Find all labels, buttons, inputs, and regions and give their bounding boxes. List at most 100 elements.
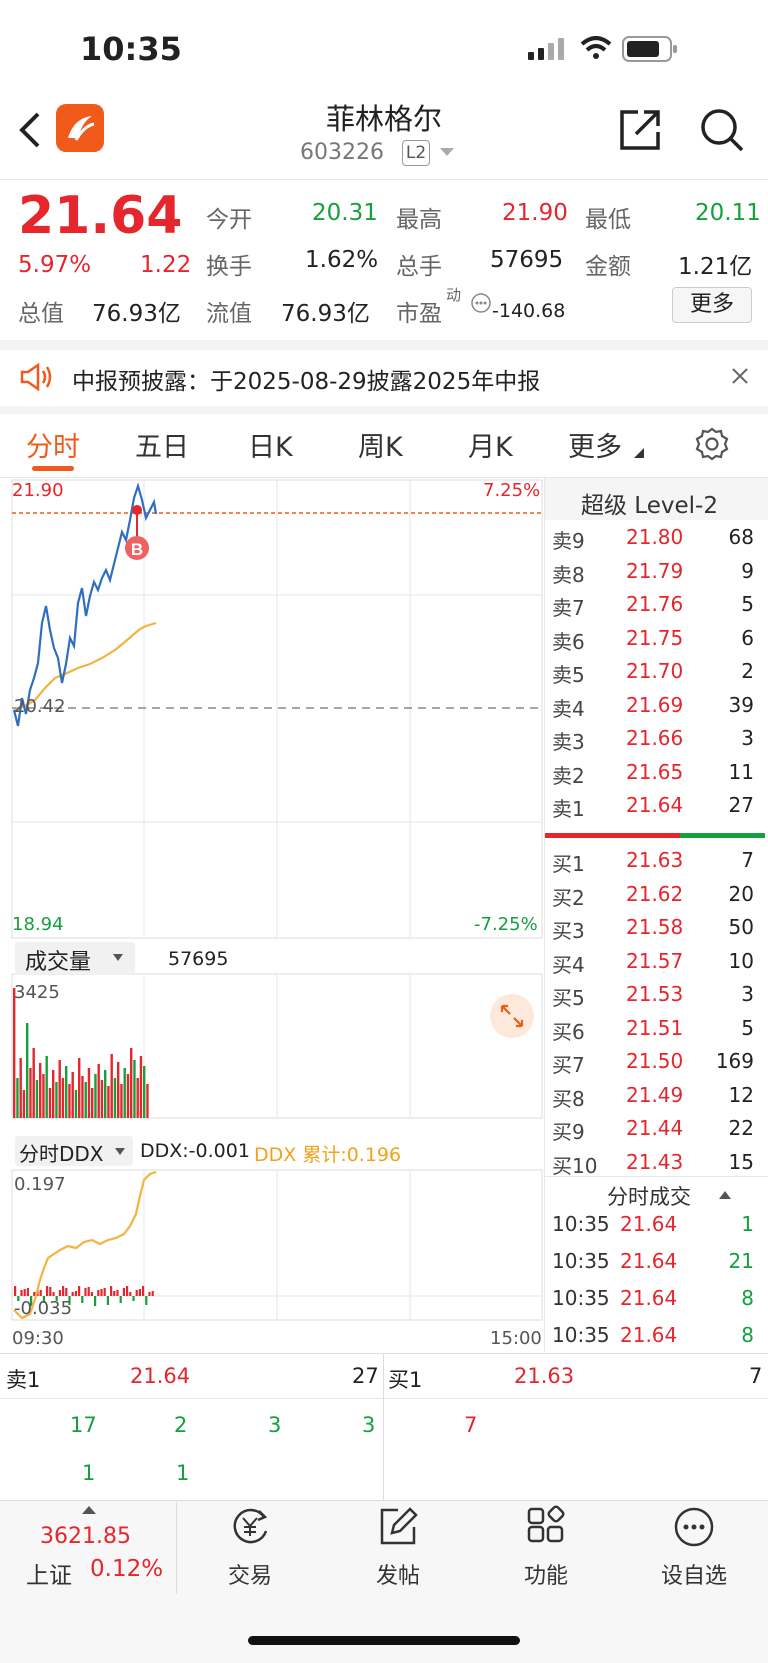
ask-row[interactable]: 卖7 21.76 5: [550, 588, 760, 621]
tab-monthly[interactable]: 月K: [468, 432, 513, 463]
bid-row[interactable]: 买10 21.43 15: [550, 1146, 760, 1179]
volume-bars: [13, 988, 149, 1118]
tick-volume: 21: [728, 1249, 754, 1273]
battery-icon: [622, 36, 677, 62]
ask-price: 21.64: [626, 793, 684, 817]
ask-row[interactable]: 卖6 21.75 6: [550, 622, 760, 655]
nav-trade[interactable]: 交易: [227, 1564, 272, 1589]
tab-intraday[interactable]: 分时: [26, 432, 80, 463]
mktcap-value: 76.93亿: [92, 301, 181, 327]
tab-daily[interactable]: 日K: [248, 432, 293, 463]
open-value: 20.31: [312, 200, 378, 226]
ddx-selector[interactable]: 分时DDX: [15, 1136, 133, 1166]
buy-marker-icon[interactable]: [125, 536, 149, 560]
ddx-bar: [129, 1292, 132, 1296]
caret-up-icon[interactable]: [82, 1506, 96, 1514]
ask-row[interactable]: 卖2 21.65 11: [550, 756, 760, 789]
ask-price: 21.75: [626, 625, 684, 650]
queue-order: 1: [82, 1461, 96, 1485]
bid-volume: 22: [728, 1116, 754, 1140]
price-low-label: 18.94: [12, 914, 64, 935]
bid-row[interactable]: 买8 21.49 12: [550, 1079, 760, 1112]
ddx-cum-value: DDX 累计:0.196: [254, 1144, 402, 1166]
queue-order: 3: [362, 1413, 376, 1437]
bid-label: 买8: [552, 1086, 585, 1111]
bid-volume: 15: [728, 1149, 754, 1174]
bid-row[interactable]: 买1 21.63 7: [550, 844, 760, 877]
share-icon[interactable]: [618, 108, 662, 152]
expand-icon[interactable]: [490, 994, 534, 1038]
ticks-header[interactable]: 分时成交: [545, 1176, 768, 1212]
bid-row[interactable]: 买4 21.57 10: [550, 945, 760, 978]
bid-row[interactable]: 买6 21.51 5: [550, 1012, 760, 1045]
ask-row[interactable]: 卖3 21.66 3: [550, 722, 760, 755]
nav-functions[interactable]: 功能: [523, 1564, 568, 1589]
app-logo: [56, 104, 104, 152]
ask-row[interactable]: 卖1 21.64 27: [550, 789, 760, 822]
bid-row[interactable]: 买7 21.50 169: [550, 1045, 760, 1078]
time-start-label: 09:30: [12, 1328, 64, 1349]
compose-icon[interactable]: [376, 1505, 420, 1549]
more-circle-icon[interactable]: [672, 1505, 716, 1549]
volume-bar: [19, 1058, 22, 1118]
ask-row[interactable]: 卖4 21.69 39: [550, 689, 760, 722]
search-icon[interactable]: [700, 108, 744, 152]
bid-price: 21.44: [626, 1116, 684, 1140]
pe-label: 市盈: [396, 301, 442, 327]
trade-icon[interactable]: [228, 1505, 272, 1549]
ask-ratio-bar: [545, 833, 680, 838]
grid-apps-icon[interactable]: [524, 1505, 568, 1549]
queue-buy-label: 买1: [388, 1368, 423, 1392]
ask-volume: 9: [741, 558, 754, 583]
bid-row[interactable]: 买9 21.44 22: [550, 1112, 760, 1145]
caret-down-icon[interactable]: [440, 148, 454, 158]
index-value[interactable]: 3621.85: [40, 1524, 131, 1549]
bid-price: 21.58: [626, 915, 684, 939]
ask-row[interactable]: 卖9 21.80 68: [550, 521, 760, 554]
bid-label: 买4: [552, 952, 585, 977]
ddx-bar: [84, 1288, 87, 1296]
volume-bar: [32, 1048, 35, 1118]
volume-selector[interactable]: 成交量: [15, 942, 135, 975]
bid-volume: 12: [728, 1082, 754, 1107]
tab-indicator: [32, 466, 74, 471]
divider: [544, 478, 545, 1352]
nav-post[interactable]: 发帖: [375, 1564, 420, 1589]
bid-row[interactable]: 买5 21.53 3: [550, 978, 760, 1011]
tab-weekly[interactable]: 周K: [358, 432, 403, 463]
bid-label: 买7: [552, 1053, 585, 1077]
more-button[interactable]: 更多: [672, 287, 752, 323]
ddx-bar: [87, 1287, 90, 1296]
wifi-icon: [580, 36, 612, 59]
ddx-bar: [119, 1296, 122, 1303]
ddx-bar: [46, 1286, 49, 1296]
bid-row[interactable]: 买3 21.58 50: [550, 911, 760, 944]
close-icon[interactable]: [730, 366, 750, 386]
tick-volume: 1: [741, 1212, 754, 1236]
index-name[interactable]: 上证: [26, 1563, 72, 1589]
bottom-nav: [0, 1500, 768, 1663]
ask-label: 卖7: [552, 596, 585, 620]
tab-more[interactable]: 更多: [568, 432, 622, 463]
index-change[interactable]: 0.12%: [90, 1556, 164, 1582]
bid-row[interactable]: 买2 21.62 20: [550, 878, 760, 911]
ask-row[interactable]: 卖5 21.70 2: [550, 655, 760, 688]
ddx-cum-line: [13, 1170, 157, 1320]
level-badge[interactable]: L2: [402, 140, 430, 166]
ask-price: 21.80: [626, 525, 684, 549]
chevron-left-icon[interactable]: [18, 110, 42, 150]
gear-icon[interactable]: [694, 426, 730, 462]
volume-bar: [55, 1082, 58, 1118]
ddx-bar: [23, 1289, 26, 1296]
tab-5day[interactable]: 五日: [135, 432, 189, 463]
ask-row[interactable]: 卖8 21.79 9: [550, 555, 760, 588]
turnover-value: 1.62%: [305, 247, 379, 273]
volume-bar: [68, 1084, 71, 1118]
caret-icon: [634, 448, 644, 458]
notice-bar[interactable]: 中报预披露：于2025-08-29披露2025年中报: [0, 350, 768, 406]
more-dots-icon[interactable]: [470, 292, 492, 314]
ask-label: 卖3: [552, 730, 585, 754]
ask-volume: 6: [741, 625, 754, 650]
nav-add-watchlist[interactable]: 设自选: [660, 1564, 727, 1589]
intraday-chart[interactable]: B: [0, 478, 545, 1353]
